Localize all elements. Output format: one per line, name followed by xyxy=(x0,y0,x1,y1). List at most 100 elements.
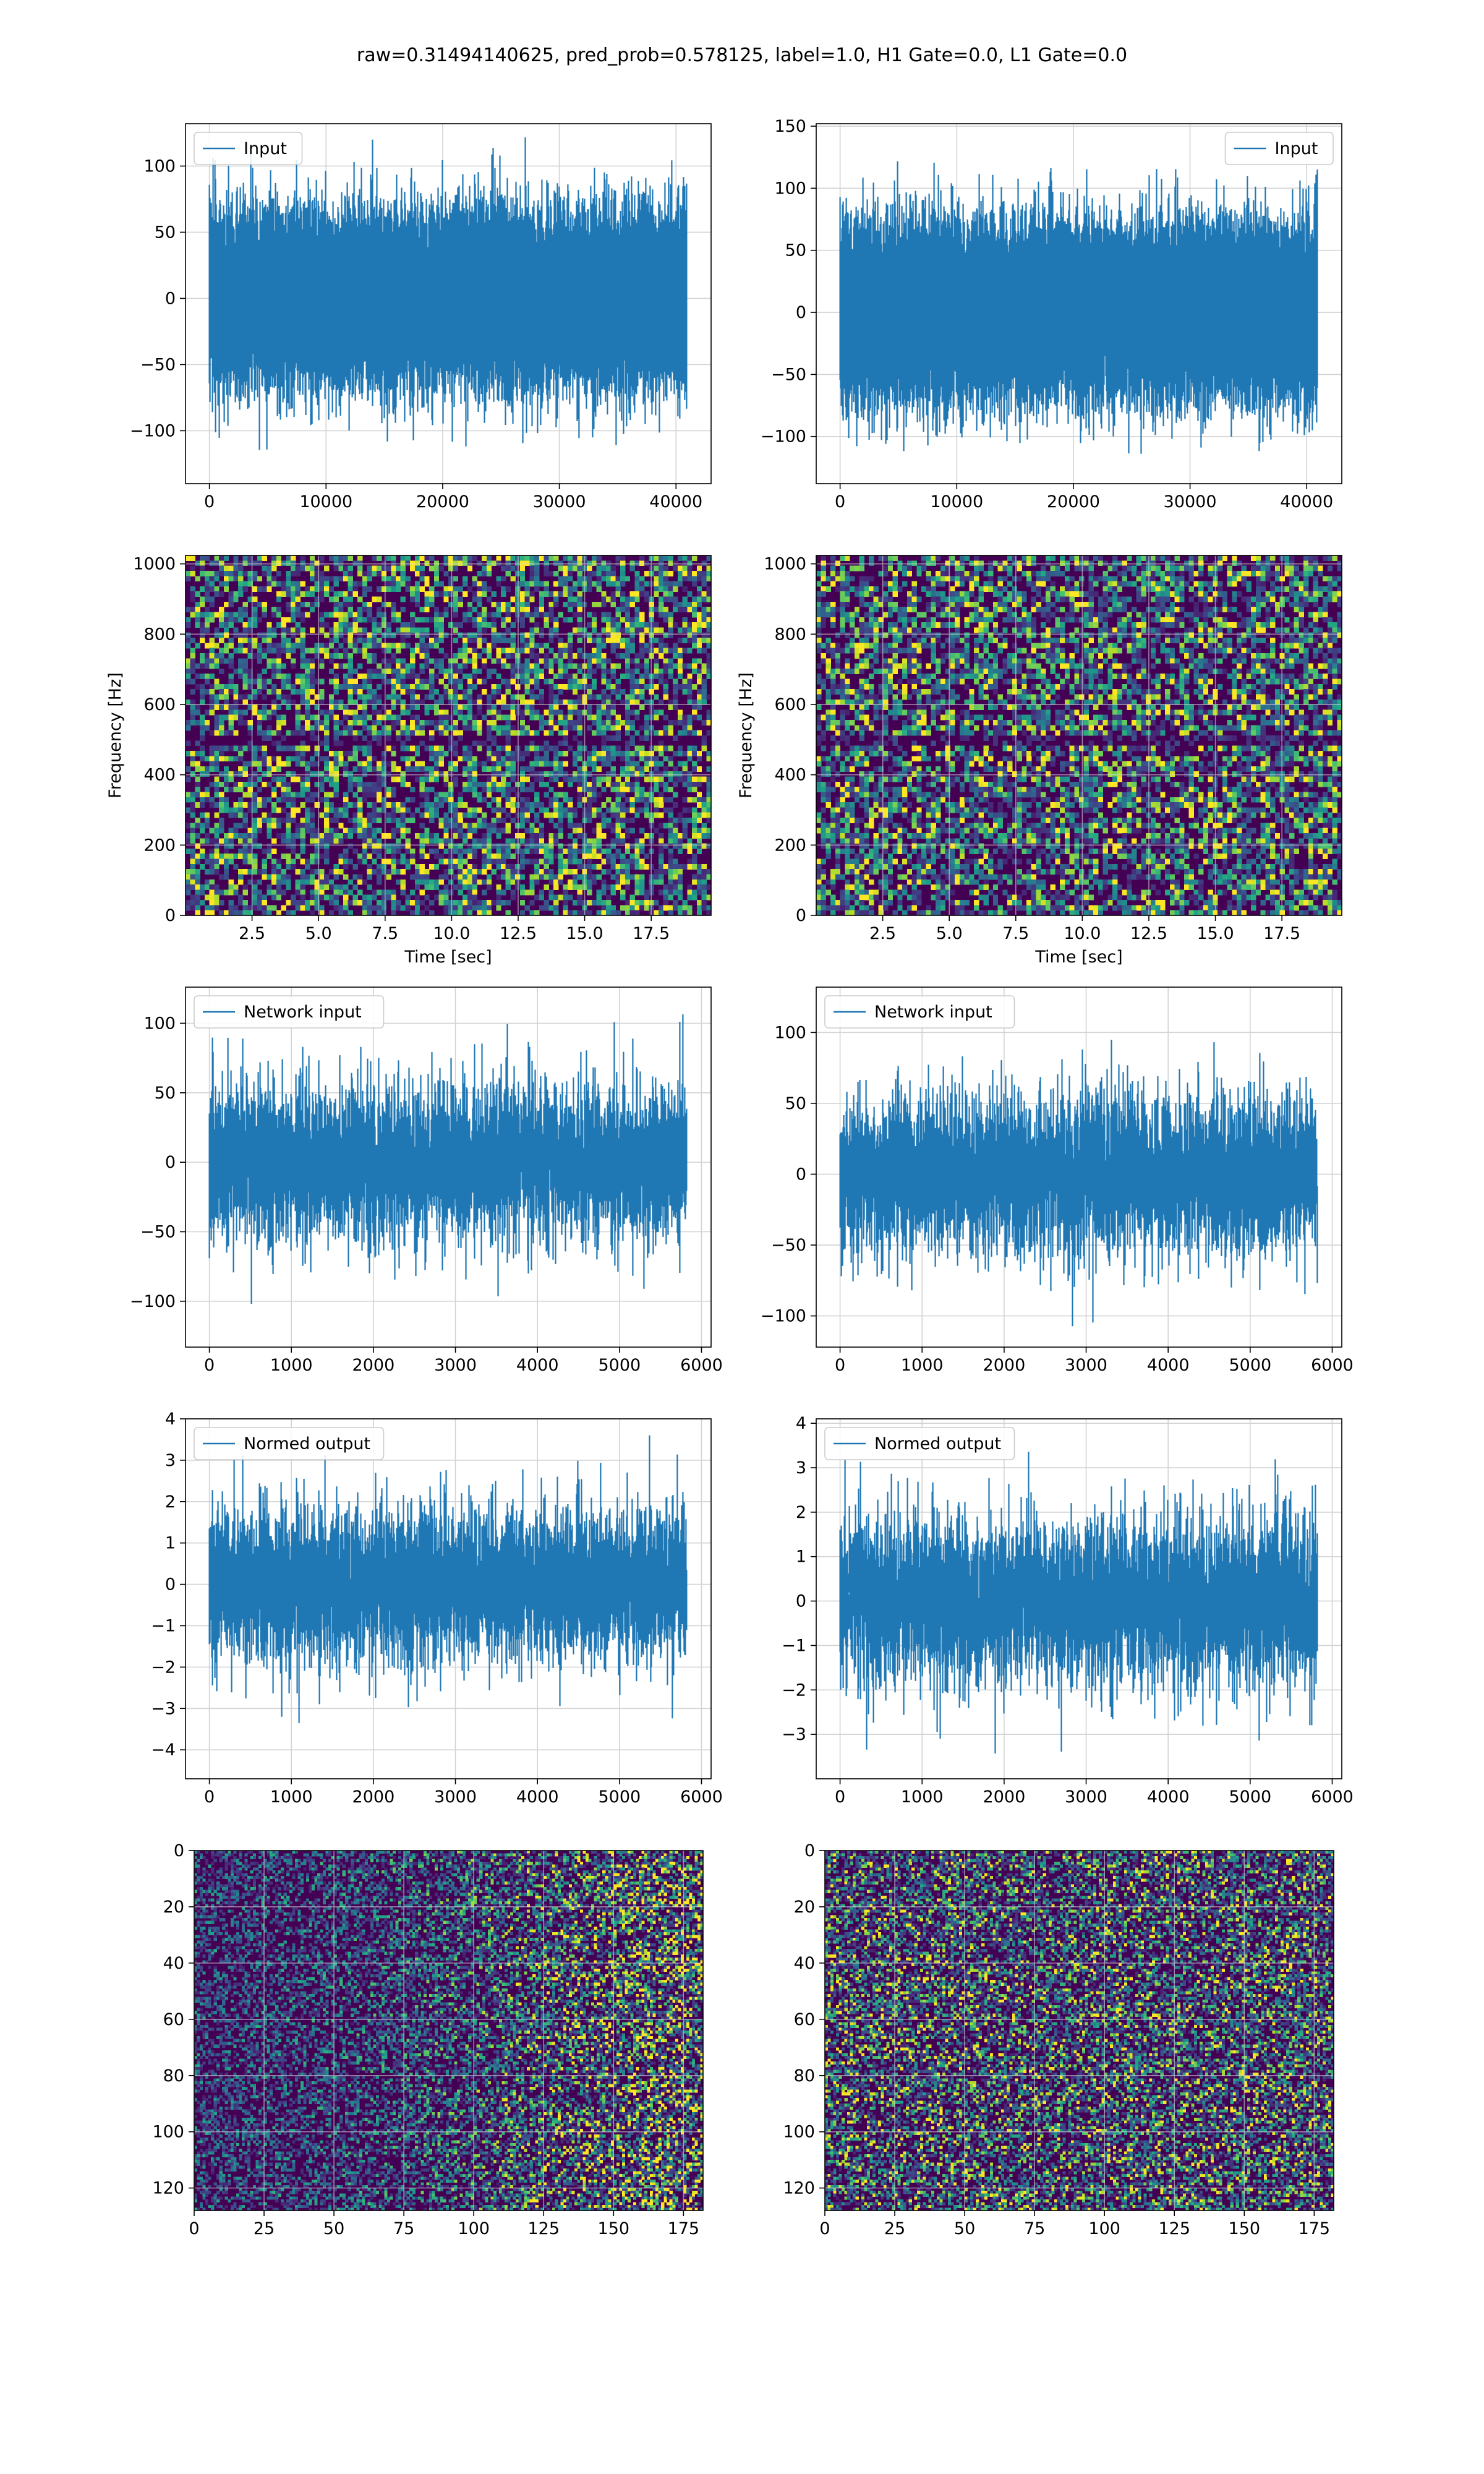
axes-frame xyxy=(185,123,712,484)
x-tick-label: 0 xyxy=(835,492,845,511)
axes-frame xyxy=(185,987,712,1348)
y-tick-label: 0 xyxy=(796,906,806,925)
x-tick-label: 15.0 xyxy=(1197,924,1234,943)
x-tick-label: 2000 xyxy=(983,1787,1026,1807)
series-line xyxy=(839,1040,1318,1327)
y-tick-label: 3 xyxy=(796,1458,806,1478)
x-tick-label: 50 xyxy=(954,2219,975,2238)
x-tick-label: 3000 xyxy=(1065,1356,1107,1375)
x-tick-label: 5000 xyxy=(598,1356,641,1375)
y-tick-label: −1 xyxy=(782,1636,806,1655)
x-tick-label: 12.5 xyxy=(1130,924,1167,943)
series-line xyxy=(839,1452,1318,1754)
tick-labels: 0 1000 2000 3000 4000 5000 6000 −4 −3 −2 −1 0 1 2 3 4 xyxy=(151,1410,723,1807)
x-tick-label: 2.5 xyxy=(239,924,265,943)
y-tick-label: 100 xyxy=(783,2123,815,2142)
y-tick-label: −4 xyxy=(151,1740,176,1760)
legend-box xyxy=(824,1427,1015,1460)
legend-box xyxy=(194,995,385,1029)
y-tick-label: 600 xyxy=(774,695,806,714)
x-tick-label: 40000 xyxy=(649,492,702,511)
legend: Input xyxy=(194,132,303,165)
x-tick-label: 3000 xyxy=(434,1356,477,1375)
tick-labels: 2.5 5.0 7.5 10.0 12.5 15.0 17.5 0 200 400 600 800 10… xyxy=(133,555,670,943)
series-line xyxy=(208,137,688,450)
x-tick-label: 0 xyxy=(204,492,215,511)
y-tick-label: 20 xyxy=(163,1898,184,1917)
x-tick-label: 10.0 xyxy=(433,924,470,943)
x-tick-label: 0 xyxy=(835,1787,845,1807)
x-tick-label: 0 xyxy=(204,1787,215,1807)
x-tick-label: 4000 xyxy=(1147,1787,1190,1807)
y-tick-label: 0 xyxy=(796,303,806,322)
x-tick-label: 100 xyxy=(458,2219,490,2238)
y-tick-label: −50 xyxy=(771,365,806,384)
gridlines xyxy=(825,1851,1334,2211)
panel-l1-normed-output: 0 1000 2000 3000 4000 5000 6000 −3 −2 −1 0 1 2 3 4 Norm… xyxy=(782,1414,1354,1807)
y-tick-label: 100 xyxy=(143,156,176,176)
tick-labels: 0 25 50 75 100 125 150 175 0 20 40 60 80 100 120 xyxy=(152,1841,699,2238)
y-tick-label: 400 xyxy=(143,766,176,785)
x-tick-label: 5000 xyxy=(1229,1787,1271,1807)
y-tick-label: −1 xyxy=(151,1616,176,1635)
x-tick-label: 2000 xyxy=(352,1787,395,1807)
axes-frame xyxy=(816,123,1342,484)
y-tick-label: 0 xyxy=(796,1592,806,1611)
y-tick-label: −50 xyxy=(140,355,176,374)
x-tick-label: 5.0 xyxy=(305,924,332,943)
y-tick-label: −2 xyxy=(151,1658,176,1677)
legend-box xyxy=(194,132,303,165)
axes-frame xyxy=(816,1418,1342,1779)
x-tick-label: 125 xyxy=(527,2219,560,2238)
legend-label: Normed output xyxy=(874,1434,1001,1453)
y-tick-label: 50 xyxy=(785,241,806,260)
x-tick-label: 175 xyxy=(1298,2219,1331,2238)
x-tick-label: 4000 xyxy=(1147,1356,1190,1375)
heatmap-cells xyxy=(825,1851,1334,2211)
x-tick-label: 1000 xyxy=(901,1787,944,1807)
x-tick-label: 17.5 xyxy=(1263,924,1300,943)
y-tick-label: 60 xyxy=(794,2010,815,2029)
y-tick-label: 0 xyxy=(165,1575,176,1594)
x-tick-label: 3000 xyxy=(434,1787,477,1807)
legend-label: Input xyxy=(1275,139,1318,158)
x-tick-label: 3000 xyxy=(1065,1787,1107,1807)
x-tick-label: 0 xyxy=(204,1356,215,1375)
plot-content xyxy=(186,1419,711,1779)
x-tick-label: 75 xyxy=(1024,2219,1045,2238)
axes-frame xyxy=(194,1850,704,2211)
x-tick-label: 4000 xyxy=(516,1356,559,1375)
legend-label: Normed output xyxy=(244,1434,370,1453)
y-axis-label: Frequency [Hz] xyxy=(736,672,756,798)
x-axis-label: Time [sec] xyxy=(404,948,492,967)
panel-h1-network-input: 0 1000 2000 3000 4000 5000 6000 −100 −50 0 50 100 Ne… xyxy=(130,987,723,1375)
x-tick-label: 6000 xyxy=(1311,1787,1354,1807)
panel-l1-network-spectrogram: 0 25 50 75 100 125 150 175 0 20 40 60 80 100 120 xyxy=(783,1841,1334,2238)
y-tick-label: 100 xyxy=(143,1014,176,1033)
x-tick-label: 12.5 xyxy=(500,924,537,943)
legend-box xyxy=(824,995,1015,1029)
tick-labels: 0 1000 2000 3000 4000 5000 6000 −3 −2 −1 0 1 2 3 4 xyxy=(782,1414,1354,1807)
y-tick-label: 100 xyxy=(774,1023,806,1042)
y-tick-label: 80 xyxy=(163,2066,184,2086)
y-tick-label: 4 xyxy=(165,1410,176,1429)
x-tick-label: 10.0 xyxy=(1064,924,1101,943)
x-tick-label: 2.5 xyxy=(869,924,896,943)
plot-content xyxy=(194,1851,703,2211)
x-tick-label: 6000 xyxy=(680,1356,723,1375)
legend: Input xyxy=(1224,132,1334,165)
y-tick-label: 0 xyxy=(804,1841,815,1860)
y-tick-label: 1000 xyxy=(764,555,806,574)
x-tick-label: 5000 xyxy=(1229,1356,1271,1375)
y-tick-label: 1000 xyxy=(133,555,176,574)
x-tick-label: 50 xyxy=(323,2219,344,2238)
legend-box xyxy=(1224,132,1334,165)
y-tick-label: −50 xyxy=(140,1222,176,1241)
series-line xyxy=(208,1435,688,1723)
x-tick-label: 20000 xyxy=(1047,492,1100,511)
y-tick-label: 0 xyxy=(165,1153,176,1172)
y-tick-label: −2 xyxy=(782,1680,806,1700)
gridlines xyxy=(194,1851,703,2211)
legend-box xyxy=(194,1427,385,1460)
